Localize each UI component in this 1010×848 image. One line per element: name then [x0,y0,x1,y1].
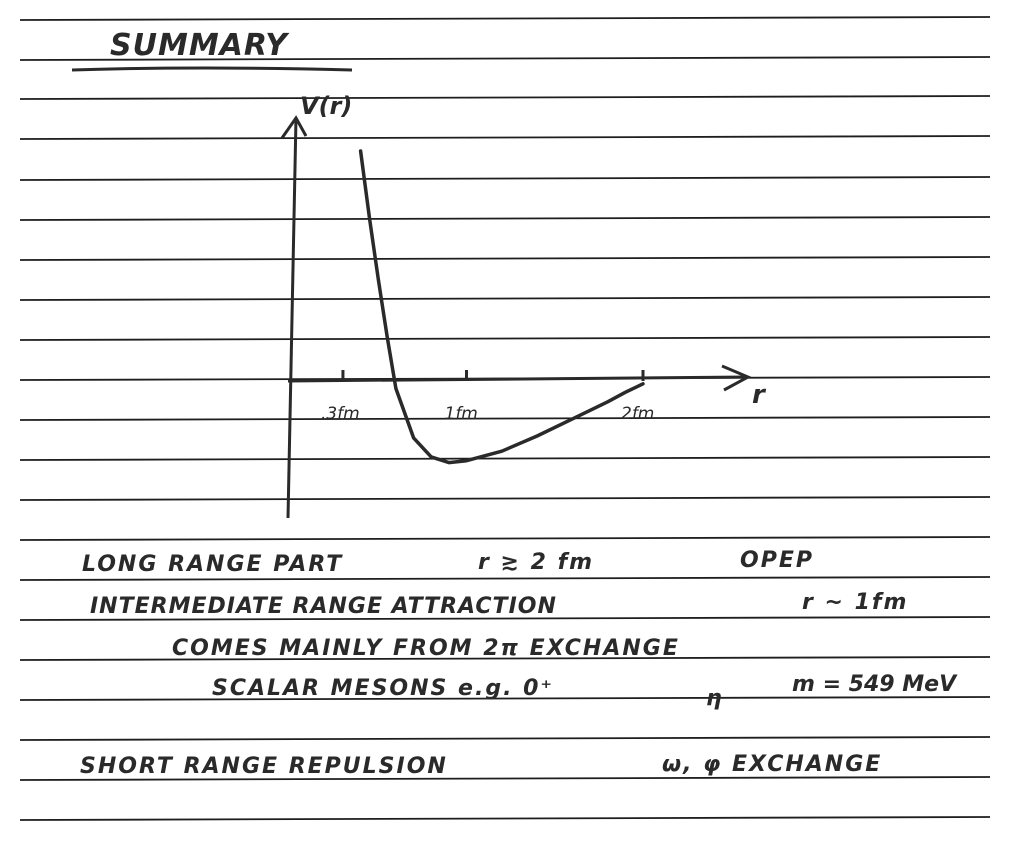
tick-label-0.3fm: .3fm [320,404,360,424]
note-intermediate-distance: r ~ 1fm [802,590,909,615]
note-short-range: SHORT RANGE REPULSION [80,754,448,779]
potential-curve [358,149,645,465]
y-axis-arrow-icon [280,115,308,139]
tick-label-2fm: 2fm [621,404,655,424]
note-omega-phi-exchange: ω, φ EXCHANGE [662,752,883,777]
y-axis [286,117,298,519]
tick-label-1fm: 1fm [444,404,478,424]
note-intermediate-range: INTERMEDIATE RANGE ATTRACTION [90,594,557,619]
page-title: SUMMARY [110,28,288,63]
note-two-pion-exchange: COMES MAINLY FROM 2π EXCHANGE [172,636,680,661]
x-axis [287,375,749,383]
y-axis-label: V(r) [300,92,353,120]
note-eta: η [706,686,724,711]
note-opep: OPEP [740,548,814,573]
x-axis-arrow-icon [721,364,752,392]
x-axis-label: r [752,380,765,410]
note-long-range: LONG RANGE PART [82,552,344,577]
note-meson-mass: m = 549 MeV [792,672,957,697]
note-long-range-distance: r ≳ 2 fm [478,550,595,575]
note-scalar-mesons: SCALAR MESONS e.g. 0⁺ [212,676,555,701]
